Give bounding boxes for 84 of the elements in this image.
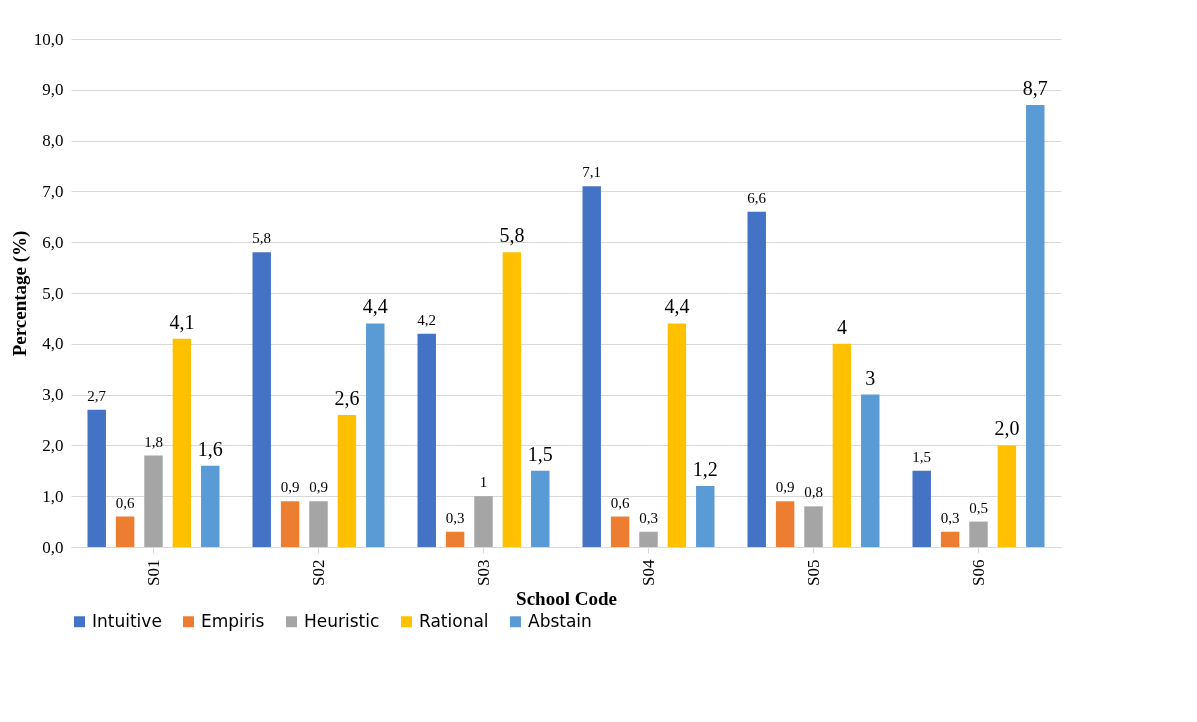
bar <box>804 506 823 547</box>
bar <box>172 338 192 547</box>
bar <box>1026 105 1045 547</box>
x-tick-label: S06 <box>968 559 988 586</box>
data-label: 0,6 <box>115 494 135 511</box>
bar <box>201 465 220 547</box>
data-label: 0,9 <box>280 479 300 496</box>
data-label: 2,7 <box>87 387 107 404</box>
data-label: 0,9 <box>775 479 795 496</box>
data-label: 1 <box>479 474 488 491</box>
y-tick-label: 3,0 <box>42 385 64 405</box>
data-label: 0,8 <box>804 484 823 501</box>
data-label: 5,8 <box>252 230 272 247</box>
bar <box>474 496 493 547</box>
data-label: 4,4 <box>664 295 690 318</box>
data-label: 1,2 <box>692 458 718 481</box>
data-label: 0,3 <box>940 509 960 526</box>
data-label: 4,4 <box>362 295 388 318</box>
x-tick-label: S05 <box>803 559 823 586</box>
data-label: 1,8 <box>144 433 163 450</box>
data-label: 7,1 <box>582 164 602 181</box>
bar <box>696 486 715 547</box>
y-tick-label: 9,0 <box>42 80 64 100</box>
legend-label: Abstain <box>528 610 592 631</box>
data-label: 2,6 <box>334 386 360 409</box>
y-tick-label: 2,0 <box>42 435 64 455</box>
bar <box>582 186 601 547</box>
x-tick-label: S01 <box>143 559 163 586</box>
bar <box>252 252 271 547</box>
data-label: 4,1 <box>169 310 195 333</box>
y-tick-label: 8,0 <box>42 131 64 151</box>
data-label: 2,0 <box>994 417 1020 440</box>
bar <box>997 445 1017 547</box>
bar <box>144 455 163 547</box>
legend-label: Heuristic <box>304 610 380 631</box>
bar <box>861 394 880 547</box>
x-tick-label: S02 <box>308 559 328 586</box>
bar <box>610 516 630 547</box>
data-label: 4 <box>836 315 847 338</box>
data-label: 0,9 <box>309 479 328 496</box>
bar <box>531 470 550 547</box>
bar <box>969 521 988 547</box>
data-label: 0,6 <box>610 494 630 511</box>
data-label: 0,5 <box>969 499 988 516</box>
data-label: 5,8 <box>499 224 525 247</box>
bar <box>639 531 658 547</box>
bar <box>775 501 795 547</box>
bar <box>940 531 960 547</box>
y-axis-title: Percentage (%) <box>8 230 31 357</box>
bar <box>337 414 357 547</box>
data-label: 3 <box>865 366 876 389</box>
bar <box>667 323 687 547</box>
x-axis-title: School Code <box>516 587 617 609</box>
bar <box>502 252 522 547</box>
data-label: 1,6 <box>197 437 223 460</box>
bar <box>115 516 135 547</box>
y-tick-label: 7,0 <box>42 181 64 201</box>
bar <box>87 409 106 547</box>
y-tick-label: 1,0 <box>42 486 64 506</box>
data-label: 0,3 <box>639 509 658 526</box>
legend-label: Intuitive <box>92 610 162 631</box>
data-label: 6,6 <box>747 189 767 206</box>
y-tick-label: 6,0 <box>42 232 64 252</box>
y-tick-label: 5,0 <box>42 283 64 303</box>
legend-label: Rational <box>419 610 489 631</box>
y-tick-label: 10,0 <box>33 29 64 49</box>
bar <box>912 470 931 547</box>
bar <box>832 343 852 547</box>
data-label: 1,5 <box>527 442 553 465</box>
y-tick-label: 4,0 <box>42 334 64 354</box>
bar <box>280 501 300 547</box>
bar <box>747 211 766 547</box>
bar <box>417 333 436 547</box>
data-label: 1,5 <box>912 448 932 465</box>
x-tick-label: S03 <box>473 559 493 586</box>
bar <box>445 531 465 547</box>
bar <box>366 323 385 547</box>
y-tick-label: 0,0 <box>42 537 64 557</box>
data-label: 4,2 <box>417 311 437 328</box>
bar <box>309 501 328 547</box>
data-label: 0,3 <box>445 509 465 526</box>
data-label: 8,7 <box>1022 77 1048 100</box>
x-tick-label: S04 <box>638 559 658 586</box>
legend-label: Empiris <box>201 610 265 631</box>
